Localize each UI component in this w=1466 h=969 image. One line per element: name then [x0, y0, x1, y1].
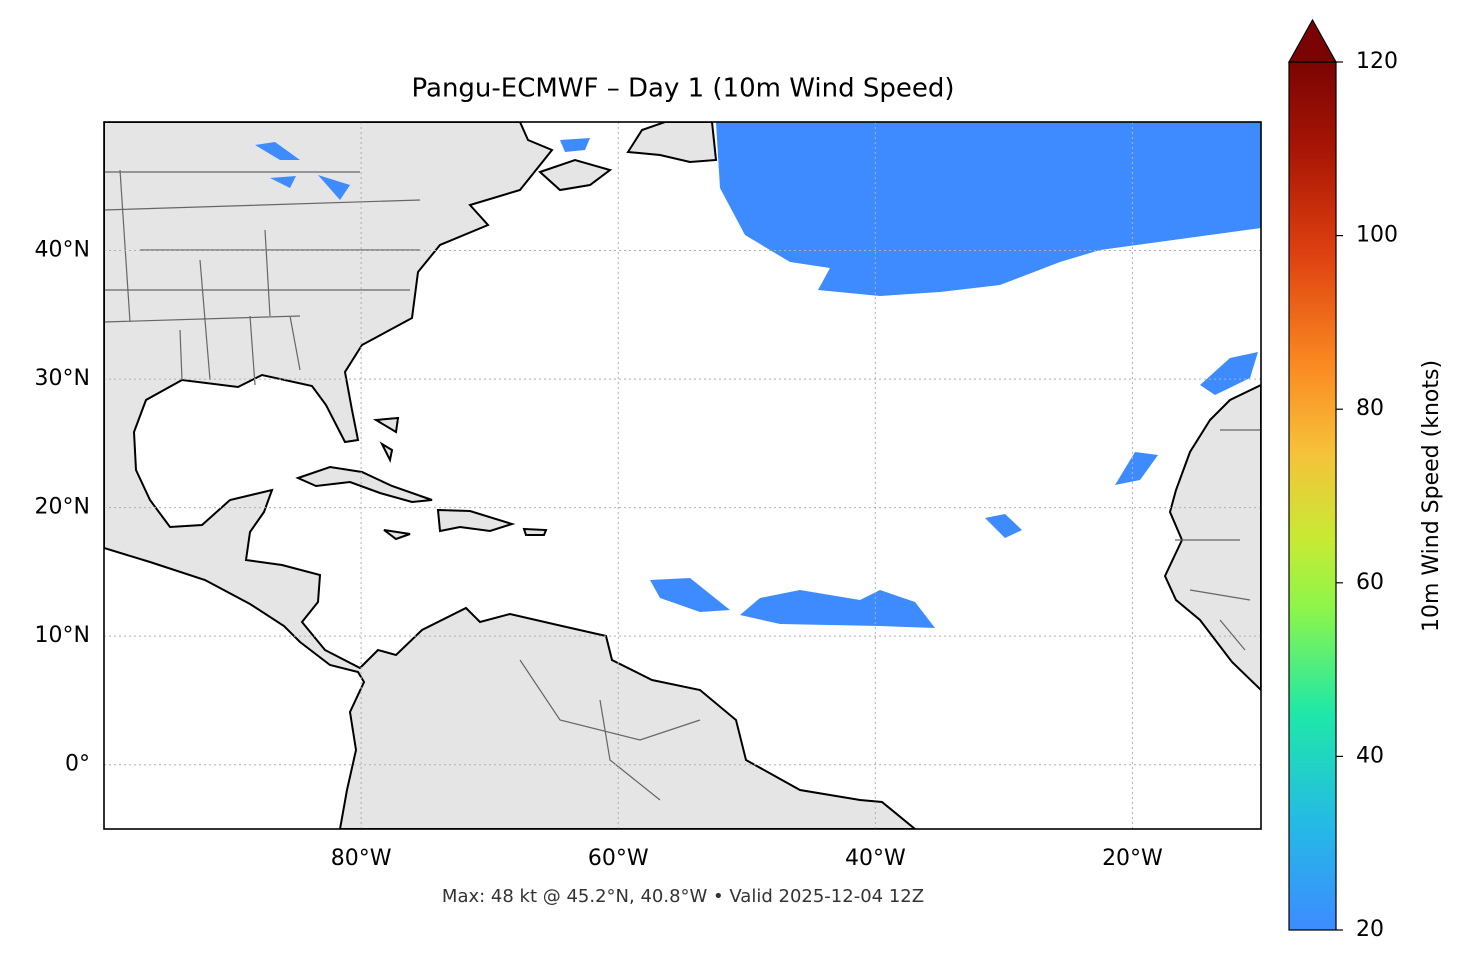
bahamas [372, 416, 400, 464]
y-tick-label: 30°N [35, 366, 90, 391]
newfoundland [626, 122, 718, 164]
colorbar-tick-label: 60 [1356, 570, 1384, 595]
y-tick-label: 10°N [35, 623, 90, 648]
colorbar-tick-label: 20 [1356, 917, 1384, 942]
puerto-rico [522, 527, 548, 536]
africa [1163, 383, 1261, 692]
x-tick-label: 60°W [588, 846, 649, 871]
colorbar-tick-label: 40 [1356, 743, 1384, 768]
chart-title: Pangu-ECMWF – Day 1 (10m Wind Speed) [412, 74, 955, 104]
x-tick-label: 80°W [331, 846, 392, 871]
y-tick-label: 0° [65, 752, 90, 777]
hispaniola [436, 508, 516, 533]
colorbar-tick-label: 80 [1356, 396, 1384, 421]
nova-scotia [538, 158, 613, 192]
x-tick-label: 40°W [845, 846, 906, 871]
jamaica [383, 529, 411, 541]
colorbar-label: 10m Wind Speed (knots) [1419, 360, 1444, 632]
map-layer [104, 122, 1261, 829]
footer-note: Max: 48 kt @ 45.2°N, 40.8°W • Valid 2025… [442, 886, 924, 907]
y-tick-label: 20°N [35, 495, 90, 520]
borders [104, 169, 1261, 801]
cuba [295, 465, 433, 504]
americas [104, 122, 917, 829]
colorbar [1288, 61, 1337, 931]
y-tick-label: 40°N [35, 238, 90, 263]
colorbar-extend [1287, 18, 1338, 63]
plot-frame [103, 121, 1262, 830]
x-tick-label: 20°W [1102, 846, 1163, 871]
wind-field-storm [716, 122, 1261, 296]
colorbar-tick-label: 120 [1356, 49, 1398, 74]
colorbar-tick-label: 100 [1356, 223, 1398, 248]
